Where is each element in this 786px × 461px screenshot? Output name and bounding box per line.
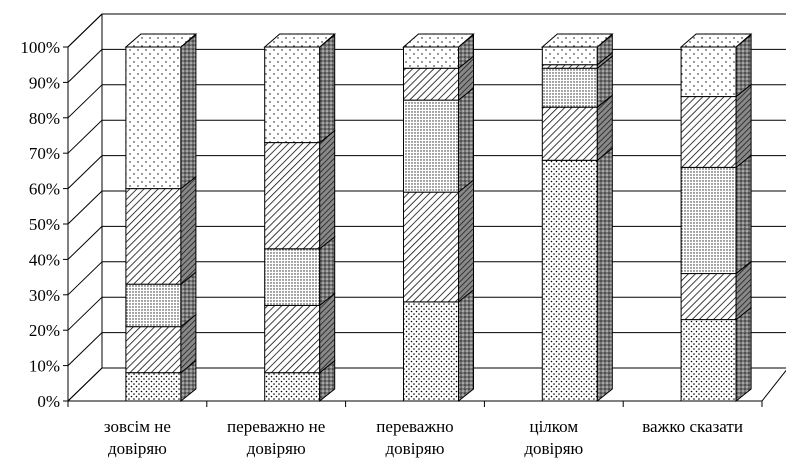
bar-top-cap [402,33,475,48]
bar-top-cap [263,33,337,48]
bar-segment-side [319,33,336,144]
bar-segment-side [596,33,613,66]
gridline-side [67,155,103,189]
gridline-side [67,332,103,366]
bar-segment [541,64,598,69]
x-tick-label: довіряю [524,439,583,458]
gridline-side [67,226,103,260]
bar-segment [403,191,459,303]
bar-segment-side [319,129,336,250]
y-tick-label: 40% [29,250,60,269]
x-tick-label: довіряю [386,439,445,458]
bar-top-cap [124,33,198,48]
y-tick-label: 50% [29,215,60,234]
bar-segment [680,273,737,321]
bars-layer [124,33,753,403]
bar-segment [680,46,737,98]
x-tick-label: довіряю [247,439,306,458]
bar-segment [264,46,321,144]
bar-segment [541,106,598,161]
gridline-side [67,261,103,296]
labels-layer: 0% 10% 20% 30% 40% 50% 60% 70% 80% 90% 100% зовсім … [20,38,743,458]
y-tick-label: 0% [37,392,60,411]
gridline-side [67,49,103,83]
bar-segment-side [319,292,336,374]
bar-segment-side [735,306,752,403]
x-tick-label: цілком [529,417,578,436]
bar-segment [125,283,182,328]
bar-segment [403,99,459,193]
gridline-side [67,119,103,154]
bar-segment-side [735,33,752,98]
bar-segment-side [180,175,197,286]
bar-segment [264,372,321,402]
y-tick-label: 100% [20,38,60,57]
x-tick-label: зовсім не [104,417,171,436]
bar-segment [541,67,598,108]
bar-segment [264,142,321,250]
x-tick-label: важко сказати [642,417,743,436]
x-tick-label: переважно не [227,417,325,436]
bar-segment [680,166,737,275]
bar-segment-side [596,147,613,403]
y-tick-label: 20% [29,321,60,340]
bar-segment-side [458,87,474,194]
bar-segment [541,159,598,402]
bar-top-cap [540,33,614,48]
bar-segment [680,319,737,402]
gridline-side [67,13,103,48]
bar-segment [680,96,737,168]
bar-segment [125,188,182,285]
gridline-side [67,296,103,331]
bar-segment-side [458,288,474,403]
y-tick-label: 90% [29,73,60,92]
y-tick-label: 70% [29,144,60,163]
bar-segment-side [458,179,474,303]
bar-segment-side [458,33,474,70]
y-tick-label: 60% [29,180,60,199]
gridline-side [67,190,103,225]
bar-segment-side [180,33,197,190]
bar-segment [264,248,321,306]
gridline-side [67,367,103,402]
bar-segment [264,304,321,374]
gridline-side [67,84,103,119]
bar-segment [403,46,459,69]
y-tick-label: 30% [29,286,60,305]
y-tick-label: 80% [29,109,60,128]
x-tick-label: довіряю [108,439,167,458]
bar-segment-side [735,154,752,275]
bar-segment [125,46,182,190]
bar-segment [541,46,598,66]
bar-segment [125,326,182,374]
bar-segment [125,372,182,402]
bar-segment-side [735,83,752,169]
bar-top-cap [679,33,753,48]
x-tick-label: переважно [376,417,453,436]
bar-segment [403,301,459,402]
bar-segment [403,67,459,101]
y-tick-label: 10% [29,357,60,376]
